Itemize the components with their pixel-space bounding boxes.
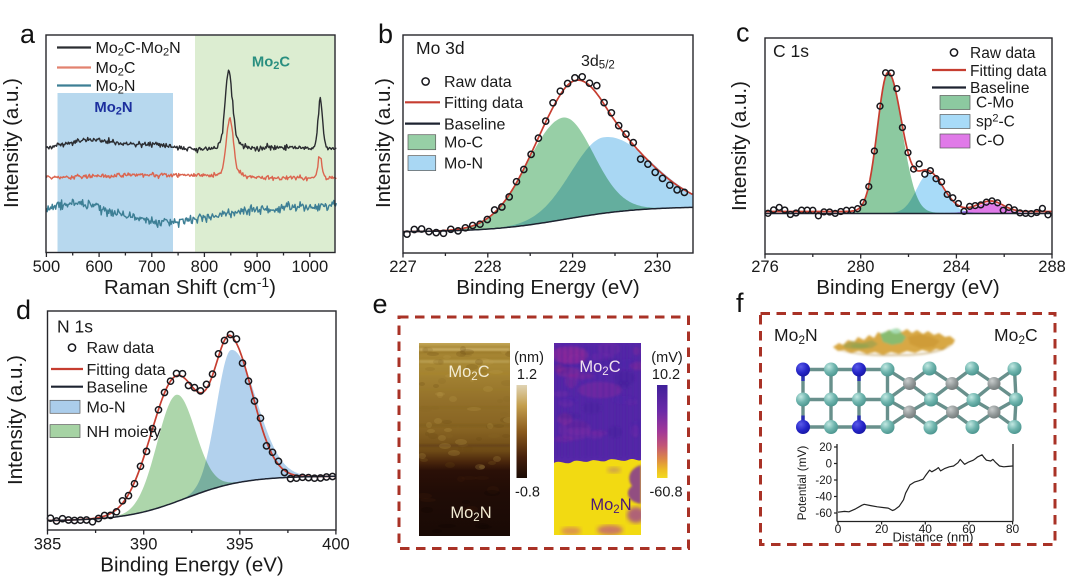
svg-text:Mo2C-Mo2N: Mo2C-Mo2N [96,40,181,59]
svg-text:Mo2N: Mo2N [590,496,631,516]
svg-text:Mo2C: Mo2C [252,55,291,73]
svg-text:10.2: 10.2 [652,367,680,383]
svg-text:Raw data: Raw data [87,340,155,357]
svg-text:700: 700 [138,258,166,276]
svg-text:20: 20 [819,442,832,454]
svg-text:Intensity (a.u.): Intensity (a.u.) [0,78,23,208]
svg-text:3d5/2: 3d5/2 [581,53,615,72]
svg-text:Mo2C: Mo2C [96,60,136,79]
svg-text:Baseline: Baseline [87,380,148,397]
svg-text:N 1s: N 1s [57,317,93,337]
svg-text:Potential (mV): Potential (mV) [795,446,809,521]
svg-text:20: 20 [875,522,889,536]
svg-text:228: 228 [474,258,502,276]
svg-text:40: 40 [919,522,933,536]
svg-text:(mV): (mV) [651,350,682,366]
svg-text:0: 0 [835,522,842,536]
svg-text:Raw data: Raw data [970,45,1036,62]
svg-text:e: e [373,289,388,319]
svg-text:280: 280 [847,258,875,276]
svg-text:b: b [378,19,393,49]
svg-text:Intensity (a.u.): Intensity (a.u.) [372,78,395,208]
svg-text:288: 288 [1038,258,1066,276]
svg-text:Raw data: Raw data [444,74,512,91]
svg-text:Distance (nm): Distance (nm) [893,530,974,545]
svg-text:Fitting data: Fitting data [970,63,1047,80]
svg-text:80: 80 [1006,522,1020,536]
svg-text:600: 600 [85,258,113,276]
svg-text:Fitting data: Fitting data [444,95,523,112]
svg-text:Mo2N: Mo2N [94,100,132,118]
svg-text:Mo2C: Mo2C [579,358,620,378]
svg-text:Raman Shift (cm-1): Raman Shift (cm-1) [104,274,276,299]
svg-text:390: 390 [130,536,158,554]
svg-text:Mo-N: Mo-N [87,400,126,417]
svg-text:-20: -20 [815,475,832,487]
svg-text:60: 60 [962,522,976,536]
svg-text:c: c [736,18,750,48]
svg-text:500: 500 [33,258,61,276]
svg-text:-40: -40 [815,492,832,504]
svg-text:395: 395 [226,536,254,554]
svg-text:Intensity (a.u.): Intensity (a.u.) [728,81,751,211]
svg-text:0: 0 [826,459,832,471]
svg-text:Baseline: Baseline [970,80,1029,97]
svg-text:227: 227 [389,258,417,276]
svg-text:276: 276 [751,258,779,276]
svg-text:Mo-C: Mo-C [444,135,483,152]
svg-text:-0.8: -0.8 [515,485,540,501]
svg-text:800: 800 [191,258,219,276]
svg-text:Mo2N: Mo2N [96,78,136,97]
svg-text:(nm): (nm) [514,350,544,366]
svg-text:Mo 3d: Mo 3d [416,38,465,58]
svg-text:C-Mo: C-Mo [976,95,1014,112]
svg-text:Mo2N: Mo2N [450,504,491,524]
svg-text:284: 284 [943,258,971,276]
svg-text:a: a [20,19,36,49]
svg-text:C-O: C-O [976,133,1004,150]
svg-text:Binding Energy (eV): Binding Energy (eV) [816,276,999,299]
svg-text:Mo2C: Mo2C [448,363,489,383]
svg-text:400: 400 [322,536,350,554]
svg-text:Fitting data: Fitting data [87,362,166,379]
svg-text:900: 900 [243,258,271,276]
svg-text:C 1s: C 1s [773,41,809,61]
svg-text:Binding Energy (eV): Binding Energy (eV) [100,554,283,577]
svg-text:1.2: 1.2 [517,367,537,383]
svg-text:1000: 1000 [291,258,328,276]
svg-text:Mo-N: Mo-N [444,156,483,173]
svg-text:Baseline: Baseline [444,117,505,134]
svg-text:229: 229 [559,258,587,276]
svg-text:230: 230 [644,258,672,276]
svg-text:NH moiety: NH moiety [87,424,162,441]
svg-text:Binding Energy (eV): Binding Energy (eV) [456,276,639,299]
svg-text:sp2-C: sp2-C [976,112,1015,130]
svg-text:f: f [736,288,744,318]
svg-text:-60.8: -60.8 [649,485,682,501]
svg-text:385: 385 [34,536,62,554]
svg-text:Mo2C: Mo2C [994,325,1038,347]
svg-text:-60: -60 [815,508,832,520]
svg-text:Intensity (a.u.): Intensity (a.u.) [4,355,27,485]
svg-text:Mo2N: Mo2N [774,325,818,347]
svg-text:d: d [16,295,31,325]
